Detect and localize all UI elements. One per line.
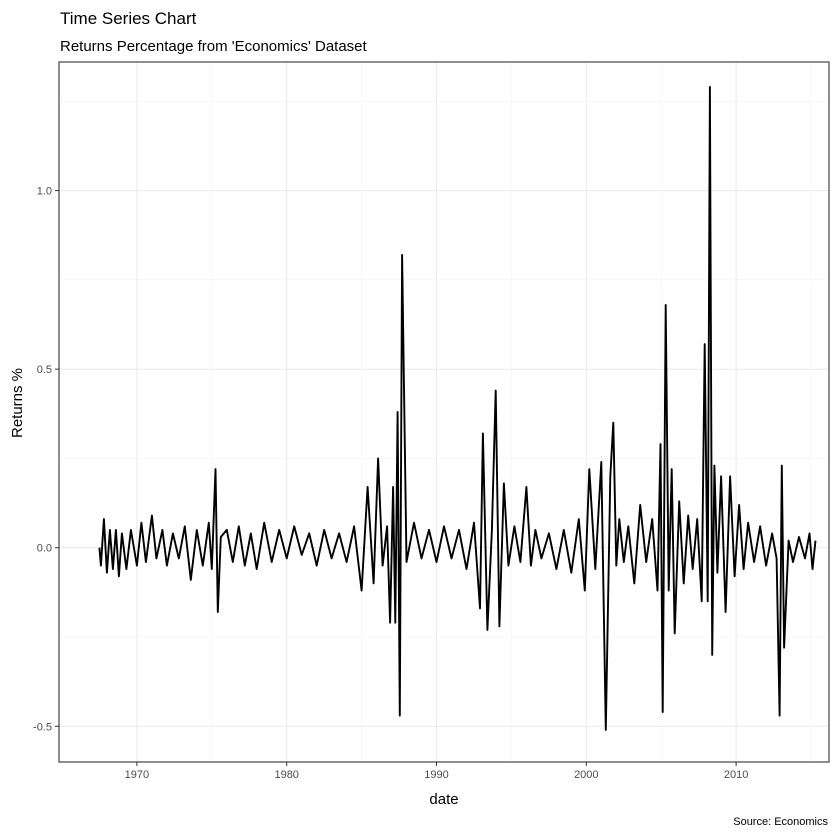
y-tick-label: 0.0	[37, 543, 52, 555]
y-tick-label: -0.5	[33, 721, 52, 733]
y-tick-label: 0.5	[37, 364, 52, 376]
y-tick-label: 1.0	[37, 186, 52, 198]
chart-caption: Source: Economics	[733, 816, 828, 828]
returns-series-line	[98, 86, 817, 731]
plot-panel-border	[58, 61, 830, 763]
chart-subtitle: Returns Percentage from 'Economics' Data…	[60, 38, 368, 55]
x-tick-label: 2010	[724, 769, 748, 781]
x-axis-ticks: 1970 1980 1990 2000 2010	[125, 762, 748, 781]
x-tick-label: 1980	[274, 769, 298, 781]
x-tick-label: 2000	[574, 769, 598, 781]
x-tick-label: 1990	[424, 769, 448, 781]
y-axis-ticks: -0.5 0.0 0.5 1.0	[33, 186, 59, 733]
x-axis-title: date	[429, 791, 458, 808]
chart-title: Time Series Chart	[60, 9, 197, 28]
y-axis-title: Returns %	[9, 368, 26, 438]
minor-gridlines	[59, 62, 829, 762]
x-tick-label: 1970	[125, 769, 149, 781]
major-gridlines	[59, 62, 829, 762]
